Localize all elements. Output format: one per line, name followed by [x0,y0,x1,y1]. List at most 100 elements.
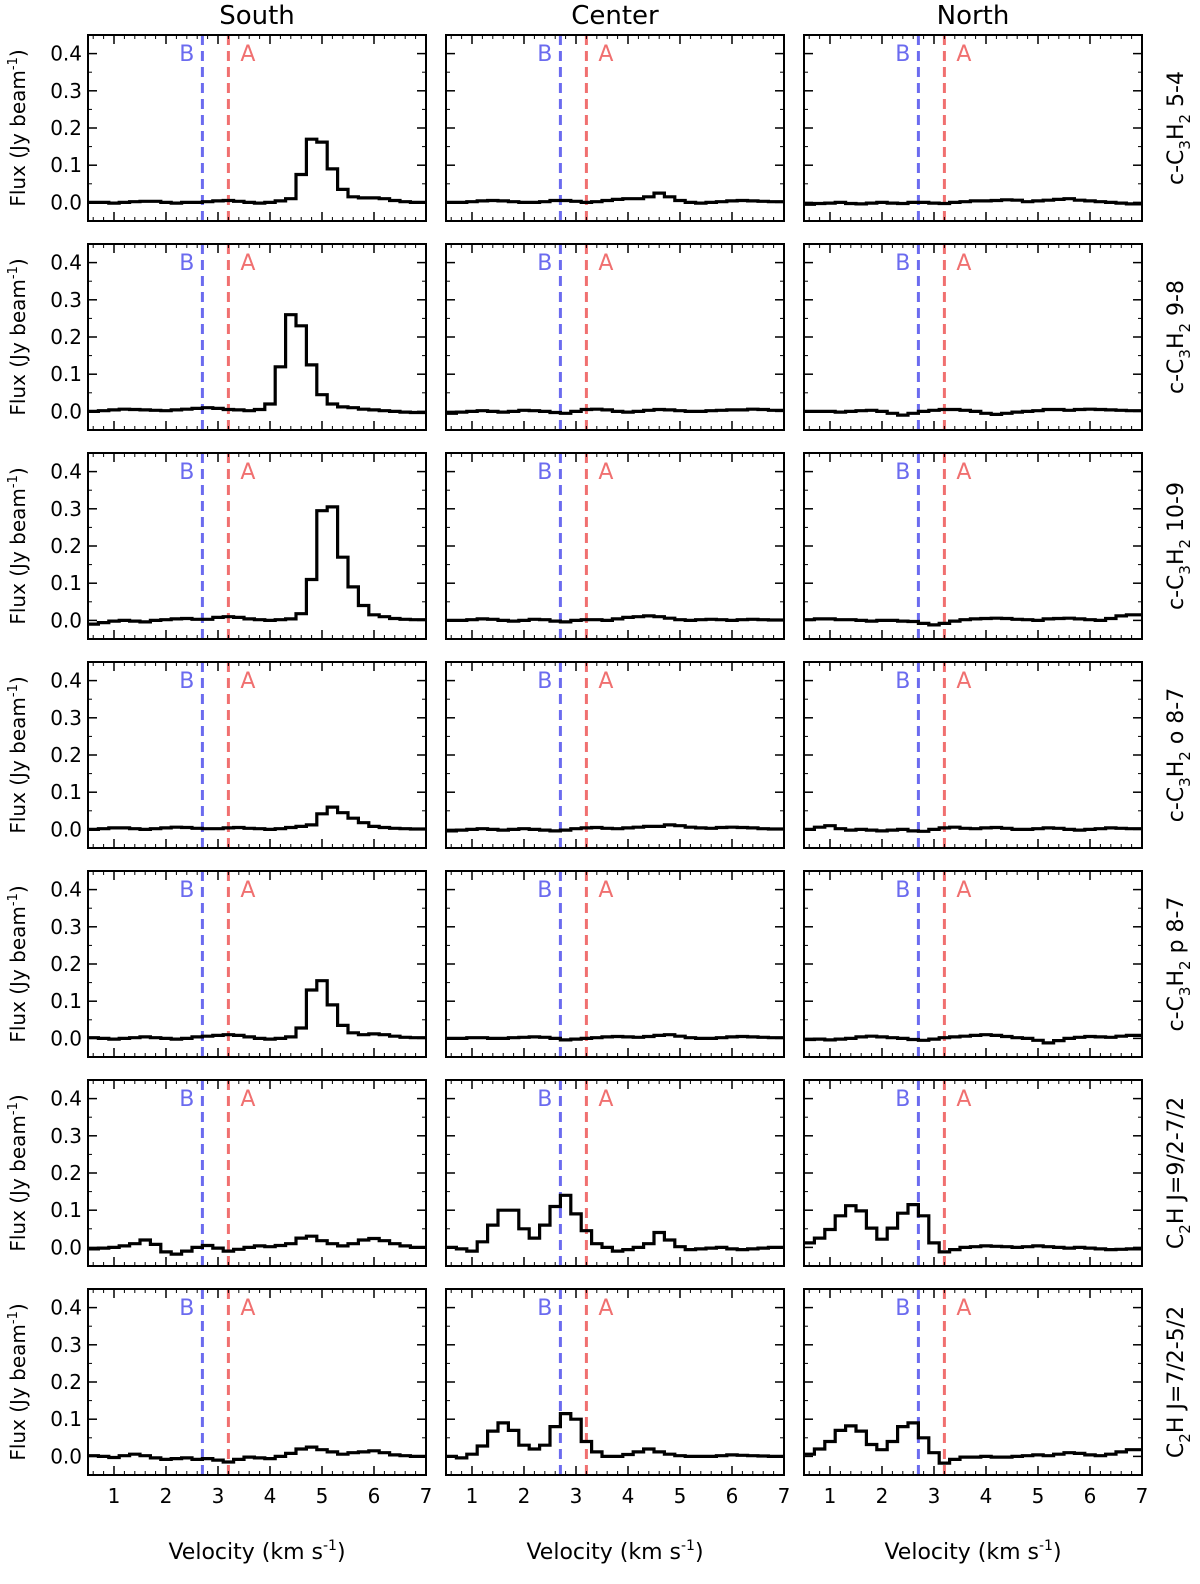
panel-frame [803,34,1143,222]
row-label-sub1: 3 [1176,140,1194,150]
panel-frame [803,1288,1143,1476]
x-tick-label: 6 [726,1484,739,1508]
row-label-sub2: 2 [1176,114,1194,124]
y-axis-label: Flux (Jy beam-1) [6,885,30,1042]
y-axis-label-close: ) [6,1303,30,1311]
spectrum-line [446,1193,784,1253]
panel-frame [803,243,1143,431]
x-tick-label: 4 [980,1484,993,1508]
panel-frame [87,1288,427,1476]
row-label-sub2: 2 [1176,539,1194,549]
x-axis-label-main: Velocity (km s [526,1540,681,1565]
panel-r2-south: B A 0.0 0.1 0.2 0.3 0.4 [50,243,427,431]
x-axis-label-main: Velocity (km s [884,1540,1039,1565]
y-tick-label: 0.0 [50,190,82,214]
row-label: C2H J=7/2-5/2 [1164,1306,1194,1458]
row-label-sub1: 3 [1176,349,1194,359]
row-label: c-C3H2 9-8 [1164,280,1194,394]
y-tick-label: 0.3 [50,497,82,521]
panel-r7-north: B A 1 2 3 4 5 6 7 [803,1288,1148,1508]
x-tick-label: 4 [622,1484,635,1508]
row-label: c-C3H2 o 8-7 [1164,688,1194,822]
panel-frame [87,452,427,640]
spectrum-line [804,1203,1142,1254]
y-tick-label: 0.0 [50,1235,82,1259]
panel-r7-south: B A 0.0 0.1 0.2 0.3 0.4 1 2 3 4 5 6 7 [50,1288,433,1508]
row-label: c-C3H2 10-9 [1164,482,1194,610]
y-axis-label-main: Flux (Jy beam [6,279,30,416]
row-label-post: o 8-7 [1164,688,1189,751]
reference-label-b: B [895,460,910,485]
reference-label-b: B [895,669,910,694]
spectrum-line [804,1033,1142,1045]
reference-label-b: B [537,251,552,276]
spectrum-line [88,1234,426,1256]
x-axis-label-sup: -1 [1039,1538,1053,1554]
y-tick-label: 0.3 [50,1124,82,1148]
x-tick-label: 3 [570,1484,583,1508]
x-axis-label-south: Velocity (km s-1) [168,1538,345,1565]
x-tick-label: 2 [518,1484,531,1508]
y-tick-label: 0.4 [50,1087,82,1111]
reference-label-b: B [179,42,194,67]
y-tick-label: 0.2 [50,325,82,349]
panel-frame [803,661,1143,849]
spectrum-line [446,407,784,415]
y-axis-label: Flux (Jy beam-1) [6,49,30,206]
spectrum-line [88,805,426,831]
y-tick-label: 0.0 [50,1026,82,1050]
y-axis-label-sup: -1 [6,893,21,906]
reference-label-a: A [240,878,255,903]
spectrum-line [88,313,426,415]
y-tick-label: 0.2 [50,743,82,767]
row-label-sub2: 2 [1176,751,1194,761]
reference-label-b: B [537,1296,552,1321]
reference-label-b: B [895,1296,910,1321]
spectrum-line [88,1445,426,1464]
x-tick-label: 1 [824,1484,837,1508]
column-title-center: Center [571,1,659,31]
panel-frame [445,661,785,849]
row-label-mid: H J=7/2-5/2 [1164,1306,1189,1433]
x-axis-label-north: Velocity (km s-1) [884,1538,1061,1565]
reference-label-b: B [895,251,910,276]
y-axis-label-sup: -1 [6,684,21,697]
y-axis-label: Flux (Jy beam-1) [6,1303,30,1460]
y-axis-label: Flux (Jy beam-1) [6,467,30,624]
column-title-south: South [219,1,295,31]
y-tick-label: 0.2 [50,116,82,140]
y-axis-label-sup: -1 [6,57,21,70]
y-axis-label-main: Flux (Jy beam [6,906,30,1043]
reference-label-a: A [598,669,613,694]
y-tick-label: 0.1 [50,362,82,386]
panel-frame [803,870,1143,1058]
panel-r4-south: B A 0.0 0.1 0.2 0.3 0.4 [50,661,427,849]
reference-label-b: B [179,669,194,694]
row-label: C2H J=9/2-7/2 [1164,1097,1194,1249]
y-tick-label: 0.1 [50,1198,82,1222]
row-label-post: 5-4 [1164,71,1189,114]
x-tick-label: 5 [1032,1484,1045,1508]
x-tick-label: 7 [778,1484,791,1508]
row-label-pre: c-C [1164,359,1189,394]
y-tick-label: 0.4 [50,669,82,693]
row-label-sub1: 3 [1176,987,1194,997]
reference-label-a: A [598,878,613,903]
y-axis-label-close: ) [6,885,30,893]
panel-frame [87,661,427,849]
x-axis-label-sup: -1 [323,1538,337,1554]
reference-label-b: B [895,1087,910,1112]
x-tick-label: 6 [368,1484,381,1508]
reference-label-b: B [537,669,552,694]
x-tick-label: 7 [420,1484,433,1508]
spectrum-line [88,979,426,1041]
